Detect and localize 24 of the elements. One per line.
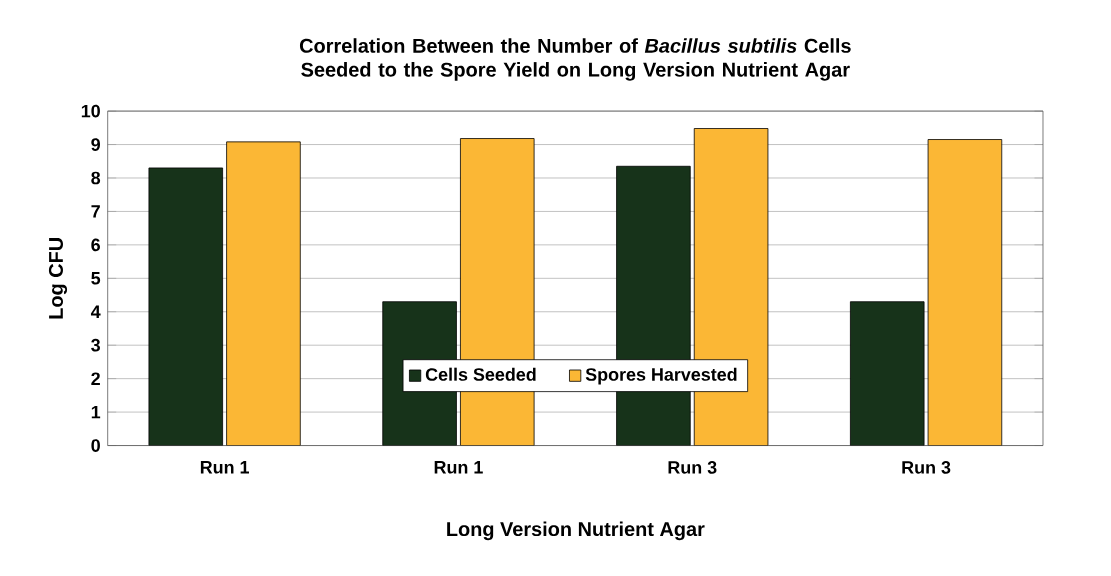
y-tick-label: 2	[91, 372, 100, 385]
bar	[850, 301, 925, 446]
bar	[148, 167, 224, 446]
legend-label: Spores Harvested	[585, 367, 737, 385]
x-tick-label: Run 1	[434, 461, 483, 474]
y-tick-label: 10	[81, 104, 100, 118]
x-tick-label: Run 3	[668, 461, 717, 474]
y-tick-label: 3	[91, 338, 100, 352]
legend-label: Cells Seeded	[425, 367, 536, 381]
y-tick-label: 9	[91, 138, 100, 151]
x-axis-title: Long Version Nutrient Agar	[447, 521, 705, 541]
y-axis-title: Log CFU	[48, 238, 68, 319]
x-tick-label: Run 3	[902, 461, 951, 474]
bar	[927, 139, 1003, 446]
y-tick-label: 8	[91, 171, 101, 185]
y-tick-label: 1	[91, 405, 101, 419]
y-tick-label: 0	[91, 439, 100, 452]
y-tick-label: 7	[91, 205, 100, 218]
y-tick-label: 5	[91, 272, 101, 285]
chart-title: Correlation Between the Number of Bacillus subtilis Cells Seeded to the Spore Yield on Long Version Nutrient Agar	[299, 38, 851, 81]
x-tick-label: Run 1	[200, 461, 249, 474]
y-tick-label: 4	[90, 305, 101, 318]
bar	[226, 141, 301, 446]
y-tick-label: 6	[91, 238, 100, 252]
